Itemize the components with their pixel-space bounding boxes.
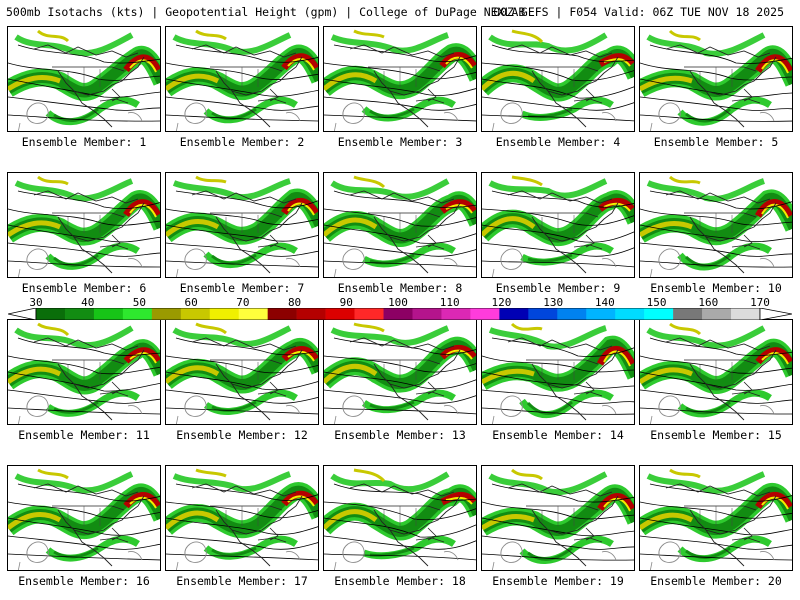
ensemble-member-label: Ensemble Member: 18 — [334, 574, 466, 588]
ensemble-member-map — [7, 172, 161, 278]
ensemble-member-map — [323, 465, 477, 571]
ensemble-member-map — [481, 465, 635, 571]
colorbar-swatch — [412, 308, 442, 320]
colorbar-swatch — [702, 308, 732, 320]
ensemble-member-map — [165, 26, 319, 132]
colorbar-swatch — [644, 308, 674, 320]
ensemble-member-map — [7, 319, 161, 425]
ensemble-member-map — [323, 26, 477, 132]
ensemble-member-map — [639, 319, 793, 425]
ensemble-member-label: Ensemble Member: 4 — [495, 135, 621, 149]
ensemble-member-map — [481, 26, 635, 132]
colorbar-swatch — [586, 308, 616, 320]
colorbar-tick-label: 100 — [388, 296, 408, 309]
colorbar-tick-label: 50 — [132, 296, 147, 309]
ensemble-member-label: Ensemble Member: 10 — [650, 281, 782, 295]
colorbar-swatch — [296, 308, 326, 320]
colorbar-swatch — [36, 308, 66, 320]
colorbar: 30 40 50 60 70 80 90 100 110 120 130 140 150 160 170 — [8, 296, 792, 320]
ensemble-member-label: Ensemble Member: 6 — [21, 281, 147, 295]
colorbar-swatch — [731, 308, 761, 320]
colorbar-swatch — [64, 308, 95, 320]
ensemble-member-label: Ensemble Member: 5 — [653, 135, 779, 149]
ensemble-member-map — [165, 172, 319, 278]
colorbar-swatch — [354, 308, 384, 320]
ensemble-member-label: Ensemble Member: 20 — [650, 574, 782, 588]
colorbar-swatch — [151, 308, 182, 320]
colorbar-tick-label: 80 — [287, 296, 302, 309]
ensemble-member-map — [165, 319, 319, 425]
ensemble-member-label: Ensemble Member: 3 — [337, 135, 463, 149]
ensemble-member-label: Ensemble Member: 1 — [21, 135, 147, 149]
ensemble-member-label: Ensemble Member: 13 — [334, 428, 466, 442]
colorbar-swatch — [470, 308, 500, 320]
ensemble-member-label: Ensemble Member: 16 — [18, 574, 150, 588]
ensemble-member-label: Ensemble Member: 8 — [337, 281, 463, 295]
ensemble-member-map — [165, 465, 319, 571]
colorbar-swatch — [615, 308, 645, 320]
ensemble-member-map — [7, 465, 161, 571]
colorbar-tick-label: 160 — [698, 296, 719, 309]
colorbar-swatch — [325, 308, 355, 320]
colorbar-labels: 30 40 50 60 70 80 90 100 110 120 130 140 150 160 170 — [8, 296, 792, 309]
colorbar-tick-label: 150 — [646, 296, 667, 309]
colorbar-left-arrow — [8, 308, 37, 320]
colorbar-tick-label: 60 — [184, 296, 198, 309]
colorbar-swatch — [209, 308, 240, 320]
colorbar-swatch — [499, 308, 529, 320]
ensemble-member-map — [323, 172, 477, 278]
colorbar-tick-label: 90 — [339, 296, 353, 309]
colorbar-tick-label: 40 — [81, 296, 95, 309]
map-title: 500mb Isotachs (kts) | Geopotential Heig… — [6, 5, 526, 19]
colorbar-swatch — [180, 308, 211, 320]
colorbar-scale — [8, 308, 792, 320]
ensemble-member-map — [323, 319, 477, 425]
ensemble-member-map — [7, 26, 161, 132]
ensemble-member-label: Ensemble Member: 2 — [179, 135, 305, 149]
ensemble-member-map — [481, 172, 635, 278]
colorbar-swatch — [673, 308, 703, 320]
ensemble-member-label: Ensemble Member: 19 — [492, 574, 624, 588]
ensemble-member-map — [639, 172, 793, 278]
colorbar-tick-label: 70 — [236, 296, 250, 309]
ensemble-member-label: Ensemble Member: 9 — [495, 281, 621, 295]
ensemble-member-label: Ensemble Member: 15 — [650, 428, 782, 442]
ensemble-member-label: Ensemble Member: 7 — [179, 281, 305, 295]
colorbar-tick-label: 140 — [594, 296, 615, 309]
ensemble-member-label: Ensemble Member: 17 — [176, 574, 308, 588]
colorbar-swatch — [441, 308, 471, 320]
colorbar-tick-label: 130 — [543, 296, 564, 309]
colorbar-swatch — [557, 308, 587, 320]
colorbar-tick-label: 120 — [491, 296, 512, 309]
ensemble-member-label: Ensemble Member: 11 — [18, 428, 150, 442]
colorbar-tick-label: 110 — [439, 296, 460, 309]
colorbar-swatch — [122, 308, 153, 320]
colorbar-tick-label: 170 — [750, 296, 770, 309]
ensemble-member-label: Ensemble Member: 14 — [492, 428, 624, 442]
ensemble-member-map — [639, 465, 793, 571]
ensemble-member-label: Ensemble Member: 12 — [176, 428, 308, 442]
ensemble-member-map — [481, 319, 635, 425]
colorbar-tick-label: 30 — [29, 296, 43, 309]
model-run-info: 00Z GEFS | F054 Valid: 06Z TUE NOV 18 20… — [493, 5, 784, 19]
colorbar-swatch — [238, 308, 268, 320]
ensemble-member-map — [639, 26, 793, 132]
colorbar-right-arrow — [759, 308, 792, 320]
colorbar-swatch — [267, 308, 297, 320]
colorbar-swatch — [383, 308, 413, 320]
colorbar-swatch — [93, 308, 124, 320]
colorbar-swatch — [528, 308, 558, 320]
